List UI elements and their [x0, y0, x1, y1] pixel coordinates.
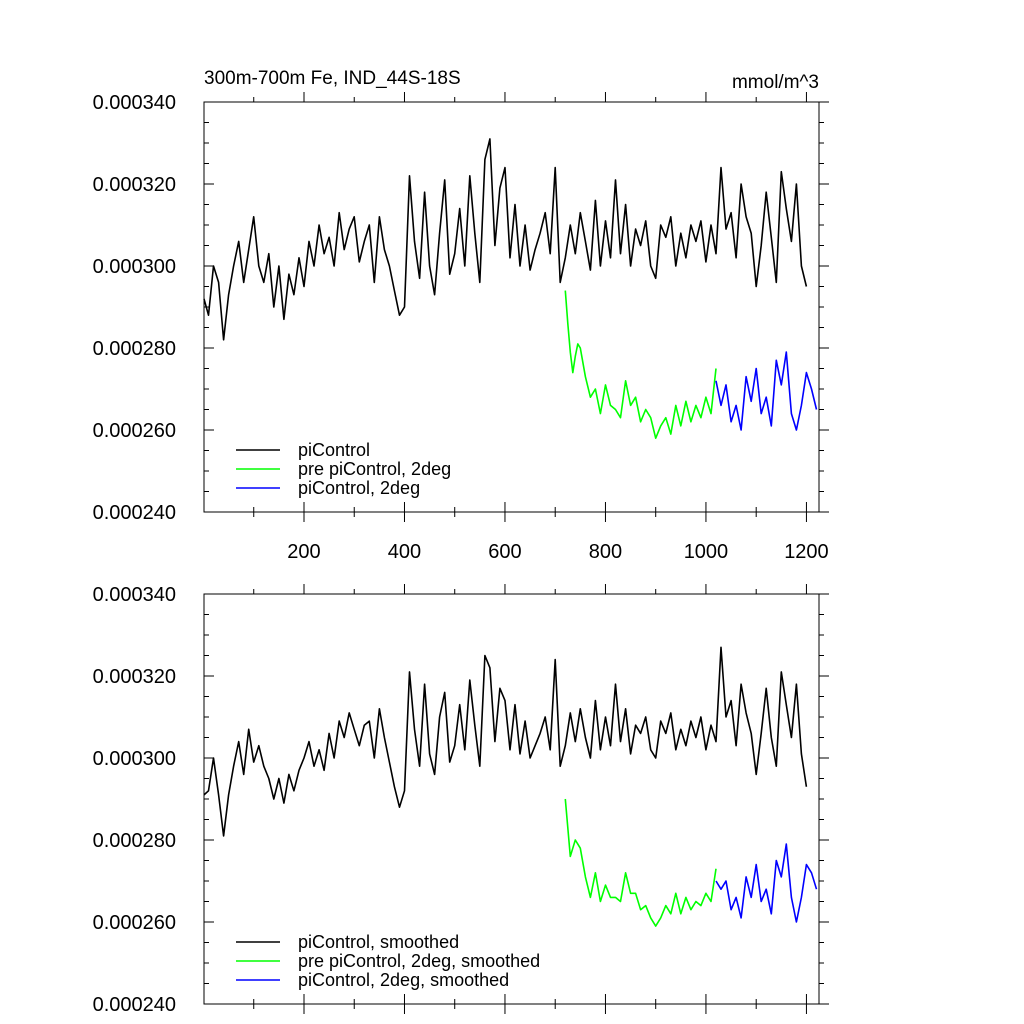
y-tick-label: 0.000300	[93, 256, 176, 278]
x-tick-label: 1000	[684, 541, 729, 563]
y-tick-label: 0.000320	[93, 666, 176, 688]
legend-label: piControl, 2deg, smoothed	[298, 970, 509, 990]
x-tick-label: 800	[589, 541, 622, 563]
legend-label: pre piControl, 2deg	[298, 459, 451, 479]
y-tick-label: 0.000320	[93, 174, 176, 196]
series-line-2	[715, 351, 818, 431]
series-line-2	[715, 843, 818, 923]
series-line-1	[564, 290, 717, 440]
x-tick-label: 400	[388, 541, 421, 563]
y-tick-label: 0.000300	[93, 748, 176, 770]
chart-units: mmol/m^3	[732, 72, 819, 93]
legend-label: piControl	[298, 440, 370, 460]
series-line-0	[203, 646, 808, 837]
top-panel: 0.000240 0.000260 0.000280 0.000300 0.000320…	[93, 92, 829, 563]
series-line-0	[203, 138, 808, 341]
legend-label: pre piControl, 2deg, smoothed	[298, 951, 540, 971]
x-tick-label: 1200	[784, 541, 829, 563]
plot-frame	[203, 593, 820, 1005]
legend-label: piControl, 2deg	[298, 478, 420, 498]
y-tick-label: 0.000340	[93, 92, 176, 114]
y-tick-label: 0.000260	[93, 420, 176, 442]
x-tick-label: 600	[488, 541, 521, 563]
x-tick-label: 200	[287, 541, 320, 563]
series-line-1	[564, 798, 717, 927]
y-tick-label: 0.000260	[93, 912, 176, 934]
plot-frame	[203, 101, 820, 513]
chart-title: 300m-700m Fe, IND_44S-18S	[204, 68, 461, 89]
y-tick-label: 0.000240	[93, 502, 176, 524]
y-tick-label: 0.000280	[93, 338, 176, 360]
y-tick-label: 0.000280	[93, 830, 176, 852]
y-tick-label: 0.000240	[93, 994, 176, 1016]
bottom-panel: 0.000240 0.000260 0.000280 0.000300 0.000320…	[93, 584, 829, 1016]
y-tick-label: 0.000340	[93, 584, 176, 606]
legend-label: piControl, smoothed	[298, 932, 459, 952]
